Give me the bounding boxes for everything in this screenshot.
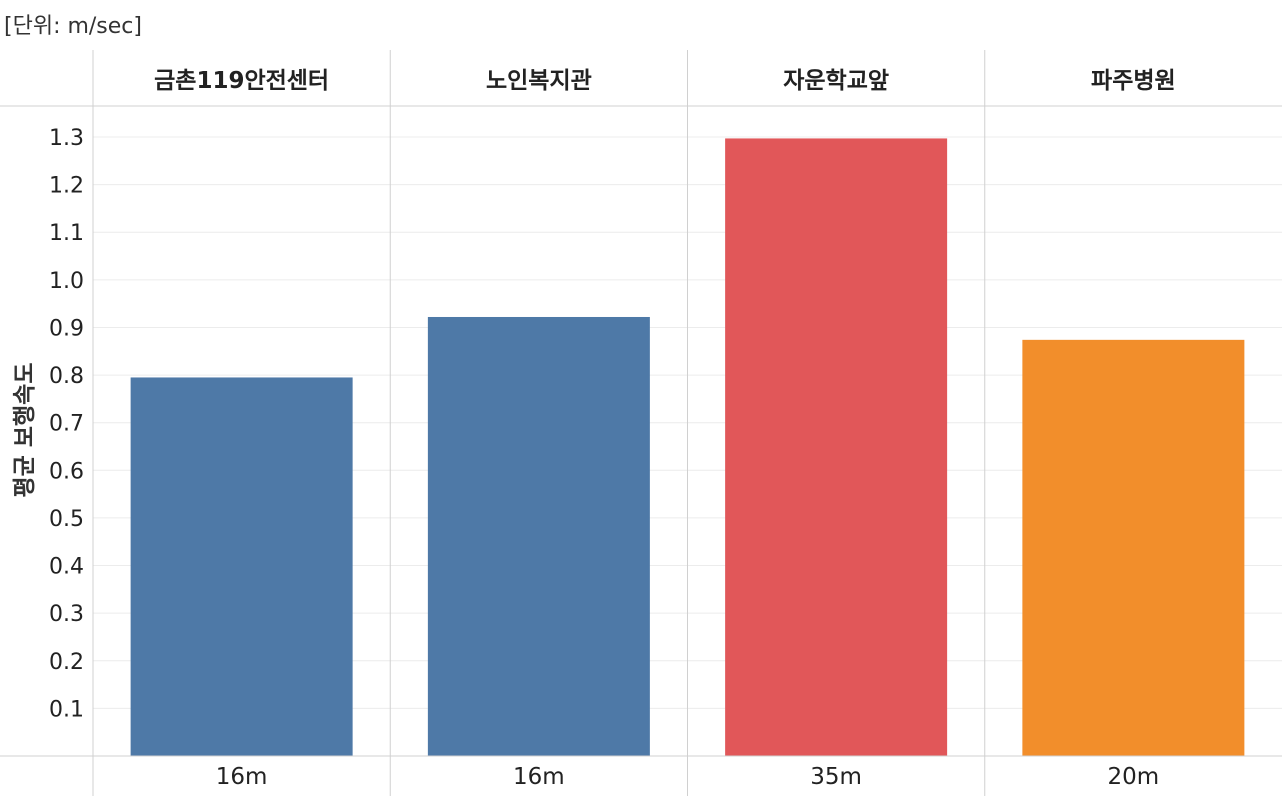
bar xyxy=(427,316,650,756)
y-tick-label: 0.8 xyxy=(49,364,84,389)
distance-label: 16m xyxy=(513,763,565,790)
y-tick-label: 0.3 xyxy=(49,602,84,627)
bar xyxy=(725,138,948,756)
y-tick-label: 0.6 xyxy=(49,459,84,484)
y-tick-label: 0.7 xyxy=(49,412,84,437)
unit-label: [단위: m/sec] xyxy=(4,14,142,39)
y-axis-label: 평균 보행속도 xyxy=(12,362,38,498)
distance-label: 16m xyxy=(215,763,268,790)
y-tick-label: 1.2 xyxy=(49,174,84,199)
y-tick-label: 0.2 xyxy=(49,650,84,675)
y-tick-label: 0.4 xyxy=(49,555,84,580)
y-tick-label: 0.1 xyxy=(49,697,84,722)
y-tick-label: 0.5 xyxy=(49,507,84,532)
chart-frame xyxy=(0,50,1282,796)
y-tick-label: 1.0 xyxy=(49,269,84,294)
category-label: 자운학교앞 xyxy=(783,68,890,94)
y-tick-labels: 0.1 0.2 0.3 0.4 0.5 0.6 0.7 0.8 0.9 1.0 1.1 1.2 1.3 xyxy=(49,126,84,722)
y-tick-label: 0.9 xyxy=(49,316,84,341)
category-label: 노인복지관 xyxy=(485,68,592,94)
bar xyxy=(1022,339,1245,756)
category-label: 금촌119안전센터 xyxy=(154,68,330,94)
distance-label: 35m xyxy=(810,763,862,790)
y-tick-label: 1.1 xyxy=(49,221,84,246)
bar xyxy=(130,377,353,756)
y-tick-label: 1.3 xyxy=(49,126,84,151)
distance-label: 20m xyxy=(1107,763,1160,790)
category-label: 파주병원 xyxy=(1091,68,1176,94)
bars-layer xyxy=(130,138,1245,756)
